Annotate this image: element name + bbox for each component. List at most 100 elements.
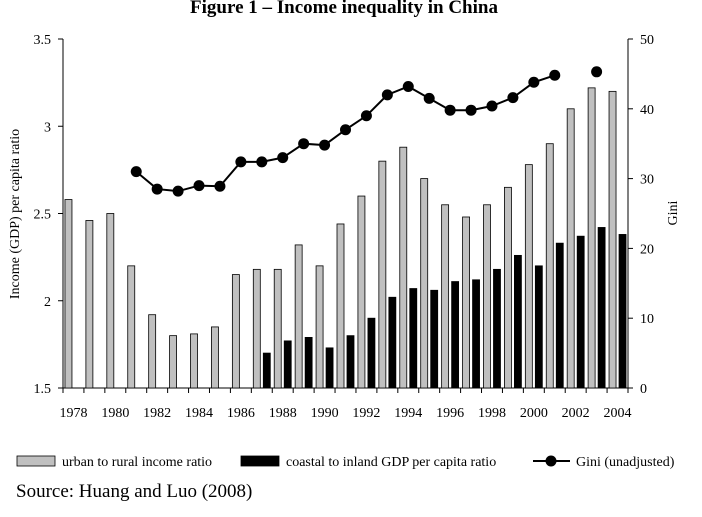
bar-urban-rural bbox=[336, 223, 345, 389]
gini-point bbox=[465, 104, 477, 116]
bar-urban-rural bbox=[64, 199, 73, 389]
bar-coastal-inland bbox=[409, 288, 418, 389]
bar-coastal-inland bbox=[576, 235, 585, 389]
x-tick-label: 1994 bbox=[394, 406, 422, 421]
plot-area: 1.5 2 2.5 3 3.5 0 10 20 30 40 50 1978 1980 1982 1984 19… bbox=[34, 33, 655, 421]
bar-urban-rural bbox=[85, 220, 94, 389]
bar-urban-rural bbox=[483, 204, 491, 389]
bar-urban-rural bbox=[378, 160, 387, 389]
bar-coastal-inland bbox=[388, 296, 397, 389]
legend: urban to rural income ratio coastal to in… bbox=[16, 455, 675, 470]
gini-point bbox=[423, 92, 435, 104]
x-tick-label: 2004 bbox=[604, 406, 632, 421]
gini-point bbox=[172, 185, 184, 197]
gini-point bbox=[360, 110, 372, 122]
y2-tick-label: 30 bbox=[640, 173, 654, 188]
bar-coastal-inland bbox=[325, 347, 334, 389]
x-tick-label: 1982 bbox=[143, 406, 171, 421]
legend-swatch-gini-marker bbox=[545, 455, 557, 467]
bar-urban-rural bbox=[357, 195, 366, 389]
x-tick-label: 1980 bbox=[101, 406, 129, 421]
bar-urban-rural bbox=[148, 314, 157, 389]
gini-point bbox=[193, 180, 205, 192]
bar-urban-rural bbox=[273, 268, 282, 389]
chart-title: Figure 1 – Income inequality in China bbox=[190, 0, 498, 18]
x-tick-label: 1988 bbox=[269, 406, 297, 421]
bar-urban-rural bbox=[504, 186, 512, 389]
y2-tick-label: 20 bbox=[640, 242, 654, 257]
gini-point bbox=[528, 76, 540, 88]
gini-point bbox=[402, 80, 414, 92]
bar-urban-rural bbox=[420, 178, 429, 389]
x-tick-label: 1998 bbox=[478, 406, 506, 421]
bar-coastal-inland bbox=[534, 265, 543, 389]
bar-coastal-inland bbox=[555, 242, 564, 389]
y2-tick-label: 0 bbox=[640, 382, 647, 397]
bar-urban-rural bbox=[190, 333, 198, 389]
x-tick-label: 1996 bbox=[436, 406, 464, 421]
y-tick-label: 3.5 bbox=[34, 33, 52, 48]
bar-urban-rural bbox=[441, 204, 450, 389]
bar-coastal-inland bbox=[618, 234, 627, 389]
bar-coastal-inland bbox=[283, 340, 292, 389]
bar-coastal-inland bbox=[346, 335, 355, 389]
y2-tick-label: 10 bbox=[640, 312, 654, 327]
bar-coastal-inland bbox=[472, 279, 480, 389]
gini-point bbox=[444, 104, 456, 116]
gini-point bbox=[319, 139, 331, 151]
bar-urban-rural bbox=[127, 265, 136, 389]
bar-coastal-inland bbox=[514, 254, 522, 389]
bar-urban-rural bbox=[545, 143, 554, 389]
y-axis-label: Income (GDP) per capita ratio bbox=[8, 129, 23, 299]
legend-label-coastal-inland: coastal to inland GDP per capita ratio bbox=[286, 455, 496, 470]
bar-urban-rural bbox=[169, 335, 177, 389]
x-tick-label: 1990 bbox=[311, 406, 339, 421]
y2-axis-label: Gini bbox=[666, 200, 681, 225]
x-tick-label: 1986 bbox=[227, 406, 255, 421]
bar-urban-rural bbox=[462, 216, 470, 389]
bar-coastal-inland bbox=[451, 281, 460, 389]
bar-urban-rural bbox=[399, 146, 408, 389]
bar-coastal-inland bbox=[304, 336, 313, 389]
bar-urban-rural bbox=[566, 108, 575, 389]
gini-point bbox=[151, 183, 163, 195]
x-tick-label: 1992 bbox=[352, 406, 380, 421]
bar-coastal-inland bbox=[430, 289, 439, 389]
y2-tick-label: 40 bbox=[640, 103, 654, 118]
bar-urban-rural bbox=[524, 164, 533, 389]
x-tick-label: 2002 bbox=[562, 406, 590, 421]
legend-label-urban-rural: urban to rural income ratio bbox=[62, 455, 212, 470]
bar-urban-rural bbox=[294, 244, 303, 389]
gini-point bbox=[486, 100, 498, 112]
y-tick-label: 3 bbox=[44, 120, 51, 135]
bar-urban-rural bbox=[315, 265, 324, 389]
y-tick-label: 1.5 bbox=[34, 382, 52, 397]
gini-point bbox=[256, 156, 268, 168]
bar-coastal-inland bbox=[367, 317, 376, 389]
bar-coastal-inland bbox=[597, 227, 606, 389]
x-tick-label: 2000 bbox=[520, 406, 548, 421]
x-tick-label: 1984 bbox=[185, 406, 213, 421]
source-note: Source: Huang and Luo (2008) bbox=[16, 481, 252, 502]
y-tick-label: 2 bbox=[44, 295, 51, 310]
gini-point bbox=[591, 66, 603, 78]
y-tick-label: 2.5 bbox=[34, 208, 52, 223]
gini-point bbox=[381, 89, 393, 101]
gini-point bbox=[507, 92, 519, 104]
gini-point bbox=[340, 124, 351, 136]
x-tick-label: 1978 bbox=[59, 406, 87, 421]
gini-point bbox=[298, 138, 310, 150]
bar-urban-rural bbox=[106, 213, 115, 389]
y2-tick-label: 50 bbox=[640, 33, 654, 48]
bar-urban-rural bbox=[211, 326, 219, 389]
gini-point bbox=[235, 156, 247, 168]
bar-urban-rural bbox=[587, 87, 596, 389]
bar-urban-rural bbox=[252, 268, 261, 389]
gini-point bbox=[214, 180, 226, 192]
bar-coastal-inland bbox=[262, 352, 271, 389]
gini-point bbox=[549, 69, 561, 81]
legend-label-gini: Gini (unadjusted) bbox=[576, 455, 675, 470]
bar-urban-rural bbox=[231, 274, 240, 389]
